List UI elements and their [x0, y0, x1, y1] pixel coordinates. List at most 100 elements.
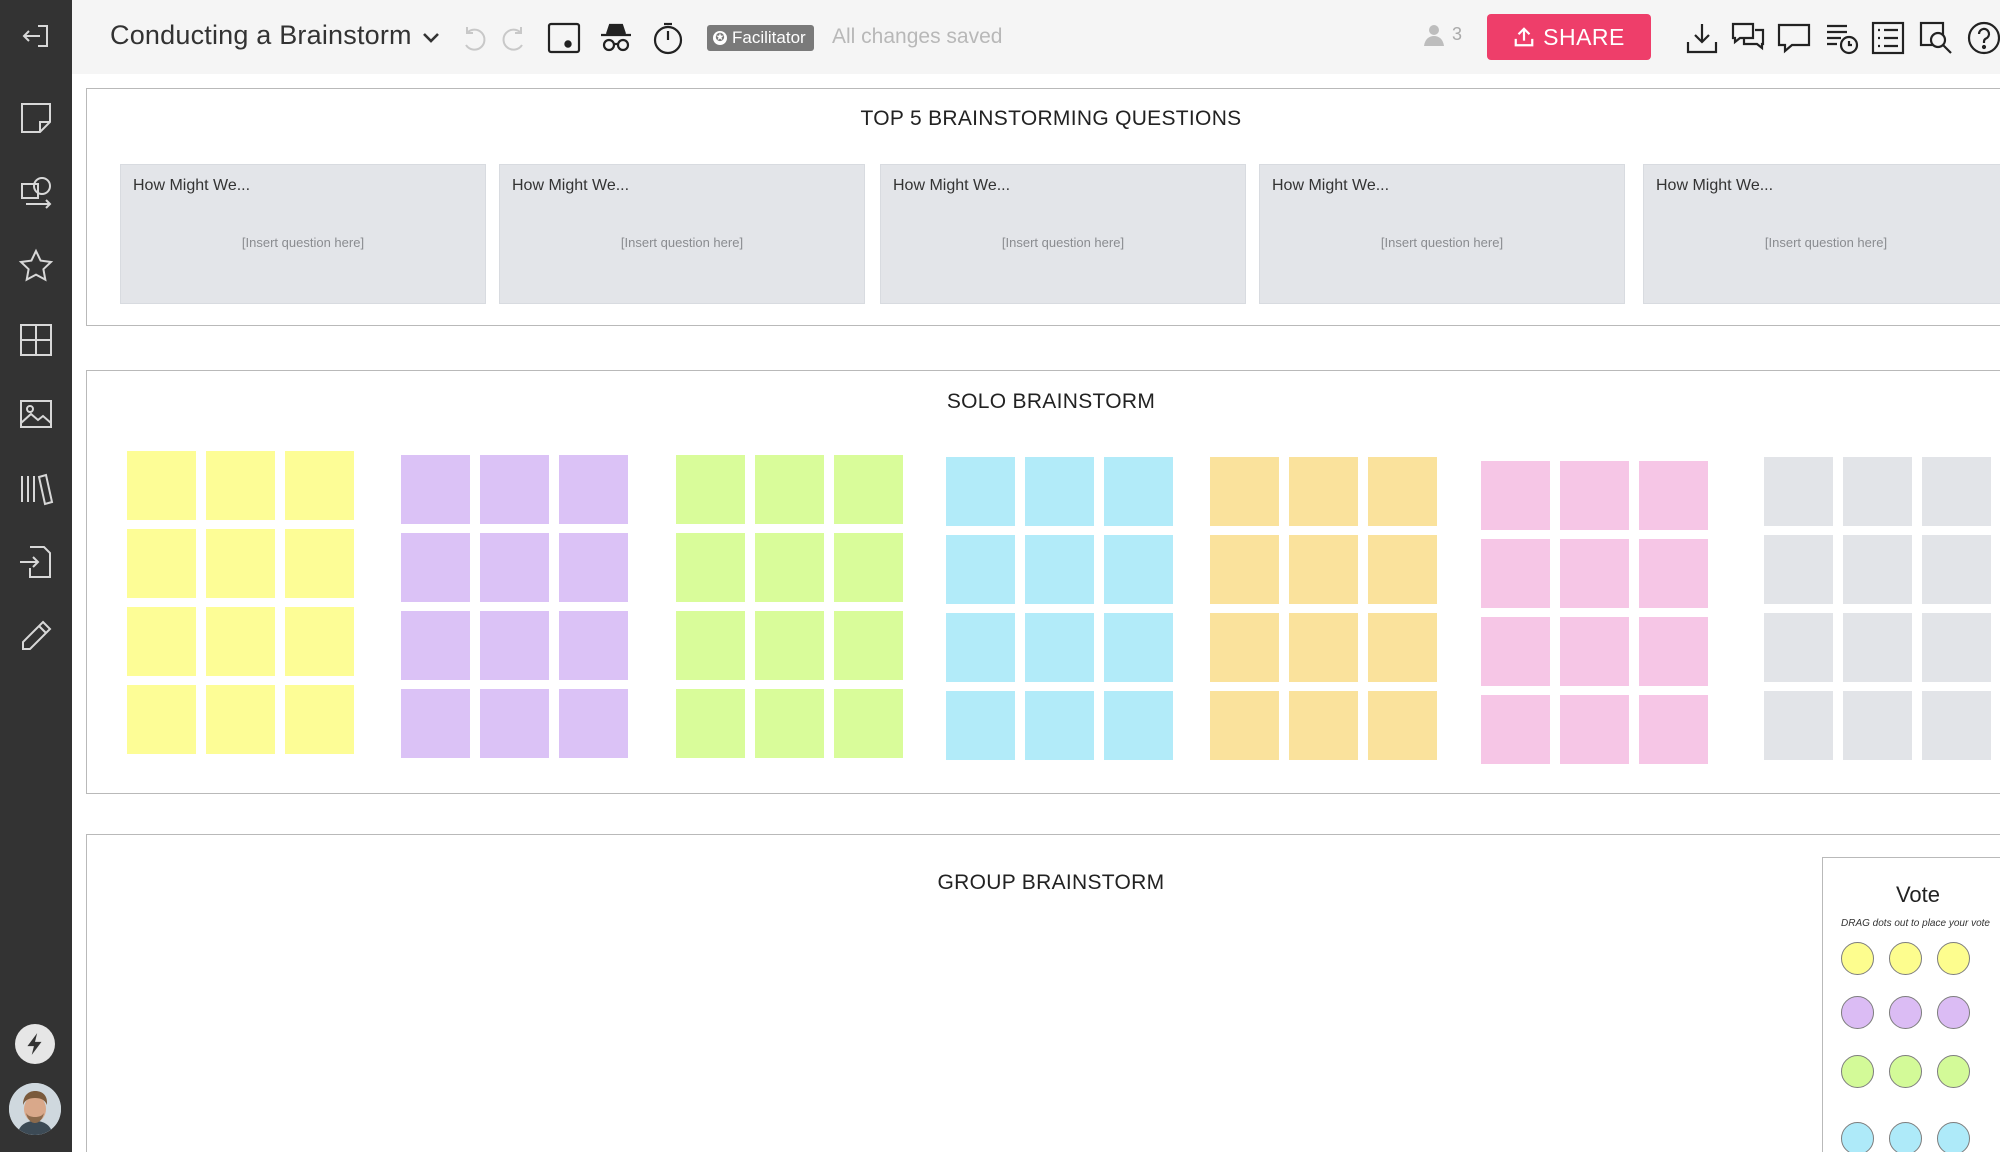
sticky-note[interactable]: [1560, 695, 1629, 764]
sticky-note[interactable]: [1560, 617, 1629, 686]
sticky-note[interactable]: [1104, 457, 1173, 526]
vote-dot[interactable]: [1937, 996, 1970, 1029]
sticky-note[interactable]: [1368, 535, 1437, 604]
sticky-note[interactable]: [1481, 461, 1550, 530]
sticky-note[interactable]: [206, 685, 275, 754]
sticky-note[interactable]: [676, 689, 745, 758]
sticky-note[interactable]: [401, 533, 470, 602]
templates-tool[interactable]: [14, 318, 58, 362]
sticky-note[interactable]: [1481, 539, 1550, 608]
sticky-note[interactable]: [1922, 691, 1991, 760]
sticky-note[interactable]: [1025, 613, 1094, 682]
sticky-note[interactable]: [834, 689, 903, 758]
exit-board-button[interactable]: [14, 14, 58, 58]
sticky-note[interactable]: [676, 533, 745, 602]
question-card[interactable]: How Might We... [Insert question here]: [1643, 164, 2000, 304]
group-brainstorm-frame[interactable]: GROUP BRAINSTORM: [86, 834, 2000, 1152]
image-tool[interactable]: [14, 392, 58, 436]
activity-button[interactable]: [1822, 18, 1862, 58]
question-card[interactable]: How Might We... [Insert question here]: [1259, 164, 1625, 304]
sticky-note[interactable]: [1922, 535, 1991, 604]
solo-brainstorm-frame[interactable]: SOLO BRAINSTORM: [86, 370, 2000, 794]
sticky-note[interactable]: [1289, 613, 1358, 682]
question-card[interactable]: How Might We... [Insert question here]: [880, 164, 1246, 304]
sticky-note[interactable]: [559, 455, 628, 524]
sticky-note[interactable]: [127, 451, 196, 520]
sticky-note[interactable]: [1025, 457, 1094, 526]
sticky-note[interactable]: [1764, 457, 1833, 526]
sticky-note[interactable]: [946, 613, 1015, 682]
sticky-note[interactable]: [1560, 461, 1629, 530]
vote-dot[interactable]: [1889, 1055, 1922, 1088]
sticky-note[interactable]: [1639, 539, 1708, 608]
search-board-button[interactable]: [1916, 18, 1956, 58]
sticky-note[interactable]: [1764, 613, 1833, 682]
share-button[interactable]: SHARE: [1487, 14, 1651, 60]
sticky-note[interactable]: [285, 607, 354, 676]
sticky-note[interactable]: [946, 457, 1015, 526]
sticky-note[interactable]: [206, 451, 275, 520]
sticky-note[interactable]: [1481, 617, 1550, 686]
outline-button[interactable]: [1868, 18, 1908, 58]
document-title[interactable]: Conducting a Brainstorm: [110, 20, 412, 50]
sticky-note[interactable]: [676, 455, 745, 524]
import-tool[interactable]: [14, 540, 58, 584]
vote-dot[interactable]: [1937, 942, 1970, 975]
sticky-note[interactable]: [1289, 691, 1358, 760]
sticky-note[interactable]: [755, 455, 824, 524]
active-users[interactable]: 3: [1422, 22, 1462, 46]
vote-dot[interactable]: [1841, 942, 1874, 975]
sticky-note-tool[interactable]: [14, 96, 58, 140]
sticky-note[interactable]: [1210, 613, 1279, 682]
sticky-note[interactable]: [480, 455, 549, 524]
presentation-mode-button[interactable]: [544, 18, 584, 58]
sticky-note[interactable]: [1368, 613, 1437, 682]
vote-dot[interactable]: [1889, 996, 1922, 1029]
redo-button[interactable]: [493, 18, 533, 58]
power-features-button[interactable]: [15, 1024, 55, 1064]
sticky-note[interactable]: [206, 529, 275, 598]
sticky-note[interactable]: [1289, 535, 1358, 604]
sticky-note[interactable]: [1843, 613, 1912, 682]
private-mode-button[interactable]: [596, 18, 636, 58]
chat-button[interactable]: [1728, 18, 1768, 58]
sticky-note[interactable]: [206, 607, 275, 676]
sticky-note[interactable]: [834, 455, 903, 524]
sticky-note[interactable]: [401, 455, 470, 524]
sticky-note[interactable]: [1368, 691, 1437, 760]
sticky-note[interactable]: [946, 691, 1015, 760]
sticky-note[interactable]: [559, 611, 628, 680]
sticky-note[interactable]: [1025, 535, 1094, 604]
timer-button[interactable]: [648, 18, 688, 58]
sticky-note[interactable]: [834, 611, 903, 680]
favorites-tool[interactable]: [14, 244, 58, 288]
sticky-note[interactable]: [285, 451, 354, 520]
sticky-note[interactable]: [1639, 461, 1708, 530]
shapes-tool[interactable]: [14, 170, 58, 214]
sticky-note[interactable]: [1843, 535, 1912, 604]
sticky-note[interactable]: [834, 533, 903, 602]
questions-frame[interactable]: TOP 5 BRAINSTORMING QUESTIONS How Might …: [86, 88, 2000, 326]
sticky-note[interactable]: [1922, 613, 1991, 682]
sticky-note[interactable]: [1764, 535, 1833, 604]
sticky-note[interactable]: [1560, 539, 1629, 608]
sticky-note[interactable]: [1210, 535, 1279, 604]
sticky-note[interactable]: [127, 685, 196, 754]
sticky-note[interactable]: [285, 685, 354, 754]
vote-dot[interactable]: [1937, 1055, 1970, 1088]
question-card[interactable]: How Might We... [Insert question here]: [499, 164, 865, 304]
sticky-note[interactable]: [1104, 535, 1173, 604]
library-tool[interactable]: [14, 466, 58, 510]
sticky-note[interactable]: [1481, 695, 1550, 764]
sticky-note[interactable]: [1104, 691, 1173, 760]
sticky-note[interactable]: [480, 611, 549, 680]
sticky-note[interactable]: [1368, 457, 1437, 526]
sticky-note[interactable]: [559, 533, 628, 602]
sticky-note[interactable]: [1843, 691, 1912, 760]
sticky-note[interactable]: [401, 689, 470, 758]
sticky-note[interactable]: [676, 611, 745, 680]
sticky-note[interactable]: [127, 607, 196, 676]
comments-button[interactable]: [1774, 18, 1814, 58]
sticky-note[interactable]: [1104, 613, 1173, 682]
vote-dot[interactable]: [1889, 942, 1922, 975]
